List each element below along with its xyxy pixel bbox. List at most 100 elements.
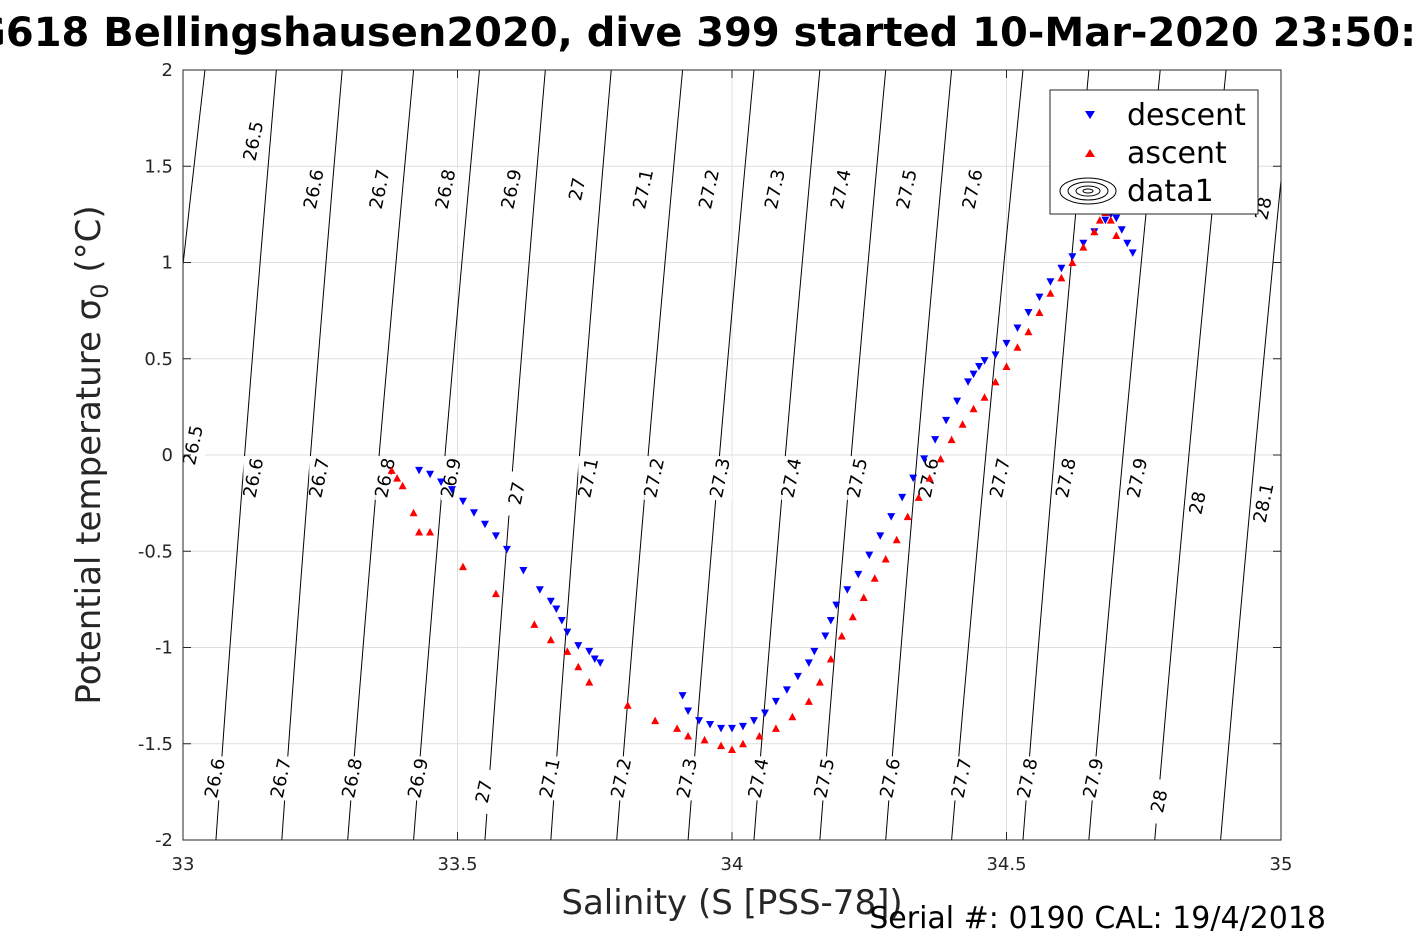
ascent-point — [393, 474, 402, 482]
descent-point — [975, 362, 984, 371]
y-tick-label: 2 — [162, 60, 173, 81]
contour-label-bg — [473, 769, 496, 814]
ascent-point — [415, 528, 424, 536]
contour-label-bg — [880, 756, 903, 801]
ascent-point — [1002, 362, 1011, 370]
ascent-point — [837, 631, 846, 640]
contour-label-bg — [1187, 481, 1210, 526]
ascent-point — [1112, 231, 1121, 240]
ascent-point — [991, 377, 1000, 386]
ascent-point — [958, 420, 967, 428]
descent-point — [728, 724, 736, 733]
descent-point — [964, 378, 973, 386]
density-contours — [183, 70, 1281, 840]
descent-point — [953, 397, 962, 406]
descent-point — [437, 478, 446, 486]
descent-point — [1024, 309, 1033, 317]
contour-label-bg — [1127, 456, 1150, 501]
contour-label-bg — [814, 756, 837, 801]
contour-label-bg — [1253, 186, 1276, 231]
contour-label-bg — [990, 456, 1013, 501]
ascent-point — [804, 697, 813, 705]
ascent-point — [881, 554, 890, 563]
descent-point — [1035, 293, 1044, 302]
descent-point — [1057, 264, 1066, 273]
contour-line-27-1 — [550, 70, 612, 840]
y-tick-label: 1.5 — [144, 156, 173, 177]
ascent-point — [1057, 273, 1066, 282]
contour-label-bg — [204, 756, 227, 801]
contour-label-bg — [342, 756, 365, 801]
chart-title: SG618 Bellingshausen2020, dive 399 start… — [0, 10, 1417, 56]
ascent-point — [826, 655, 835, 663]
descent-point — [519, 567, 528, 575]
y-tick-label: -1.5 — [138, 734, 173, 755]
contour-label-bg — [369, 167, 392, 212]
descent-series — [415, 210, 1137, 733]
y-tick-label: -0.5 — [138, 541, 173, 562]
descent-point — [969, 370, 978, 379]
y-axis-ticks: -2 -1.5 -1 -0.5 0 0.5 1 1.5 2 — [138, 60, 1281, 851]
descent-point — [854, 570, 863, 579]
ascent-point — [574, 662, 583, 671]
contour-label-bg — [699, 167, 722, 212]
legend-descent-label: descent — [1127, 98, 1246, 133]
ascent-point — [1079, 243, 1088, 251]
contour-label-bg — [270, 756, 293, 801]
ascent-point — [848, 612, 857, 621]
ascent-point — [717, 741, 726, 750]
descent-point — [1068, 253, 1077, 261]
contour-line-26-6 — [215, 70, 277, 840]
descent-point — [832, 601, 841, 610]
x-axis-label: Salinity (S [PSS-78]) — [561, 883, 902, 923]
contour-line-27 — [484, 70, 546, 840]
ascent-point — [936, 454, 945, 463]
x-tick-label: 35 — [1270, 854, 1293, 875]
ascent-point — [426, 528, 435, 536]
contour-label-bg — [1149, 779, 1172, 824]
descent-point — [585, 647, 594, 656]
descent-point — [876, 532, 885, 540]
descent-point — [415, 466, 424, 475]
descent-point — [535, 586, 544, 594]
ascent-point — [1090, 227, 1099, 236]
contour-label-bg — [951, 756, 974, 801]
contour-label: 27 — [565, 176, 590, 203]
descent-point — [1046, 278, 1055, 286]
ascent-point — [980, 393, 989, 401]
contour-label-bg — [441, 456, 464, 501]
descent-point — [920, 455, 929, 463]
descent-point — [546, 597, 555, 606]
contour-label-bg — [309, 456, 332, 501]
x-tick-label: 33 — [172, 854, 195, 875]
x-tick-label: 34.5 — [986, 854, 1026, 875]
descent-point — [738, 722, 747, 731]
descent-point — [804, 659, 813, 667]
contour-label-bg — [539, 756, 562, 801]
ascent-point — [914, 493, 923, 501]
contour-label-bg — [633, 167, 656, 212]
descent-point — [865, 551, 874, 560]
contour-label: 27 — [505, 480, 530, 507]
y-tick-label: -1 — [155, 638, 173, 659]
descent-point — [1128, 249, 1137, 257]
descent-point — [749, 717, 758, 725]
ascent-point — [903, 512, 912, 521]
contour-line-27-5 — [819, 70, 887, 840]
descent-point — [887, 513, 896, 521]
ascent-point — [1068, 258, 1077, 266]
descent-point — [1123, 239, 1132, 248]
ascent-point — [1046, 289, 1055, 297]
contour-line-26-5 — [183, 70, 206, 270]
descent-point — [469, 509, 478, 517]
contour-label-bg — [501, 167, 524, 212]
ascent-point — [563, 647, 572, 655]
ascent-point — [788, 712, 797, 721]
contour-label-bg — [506, 471, 529, 516]
density-contour-labels: 26.526.6 26.7 26.8 26.9 27 27.1 27.2 27.3 27.4 27… — [179, 119, 1278, 824]
ascent-point — [1106, 216, 1115, 224]
y-axis-label-unit: (°C) — [69, 205, 109, 283]
contour-line-27-6 — [885, 70, 953, 840]
contour-label-bg — [243, 119, 266, 164]
ascent-point — [728, 745, 736, 754]
